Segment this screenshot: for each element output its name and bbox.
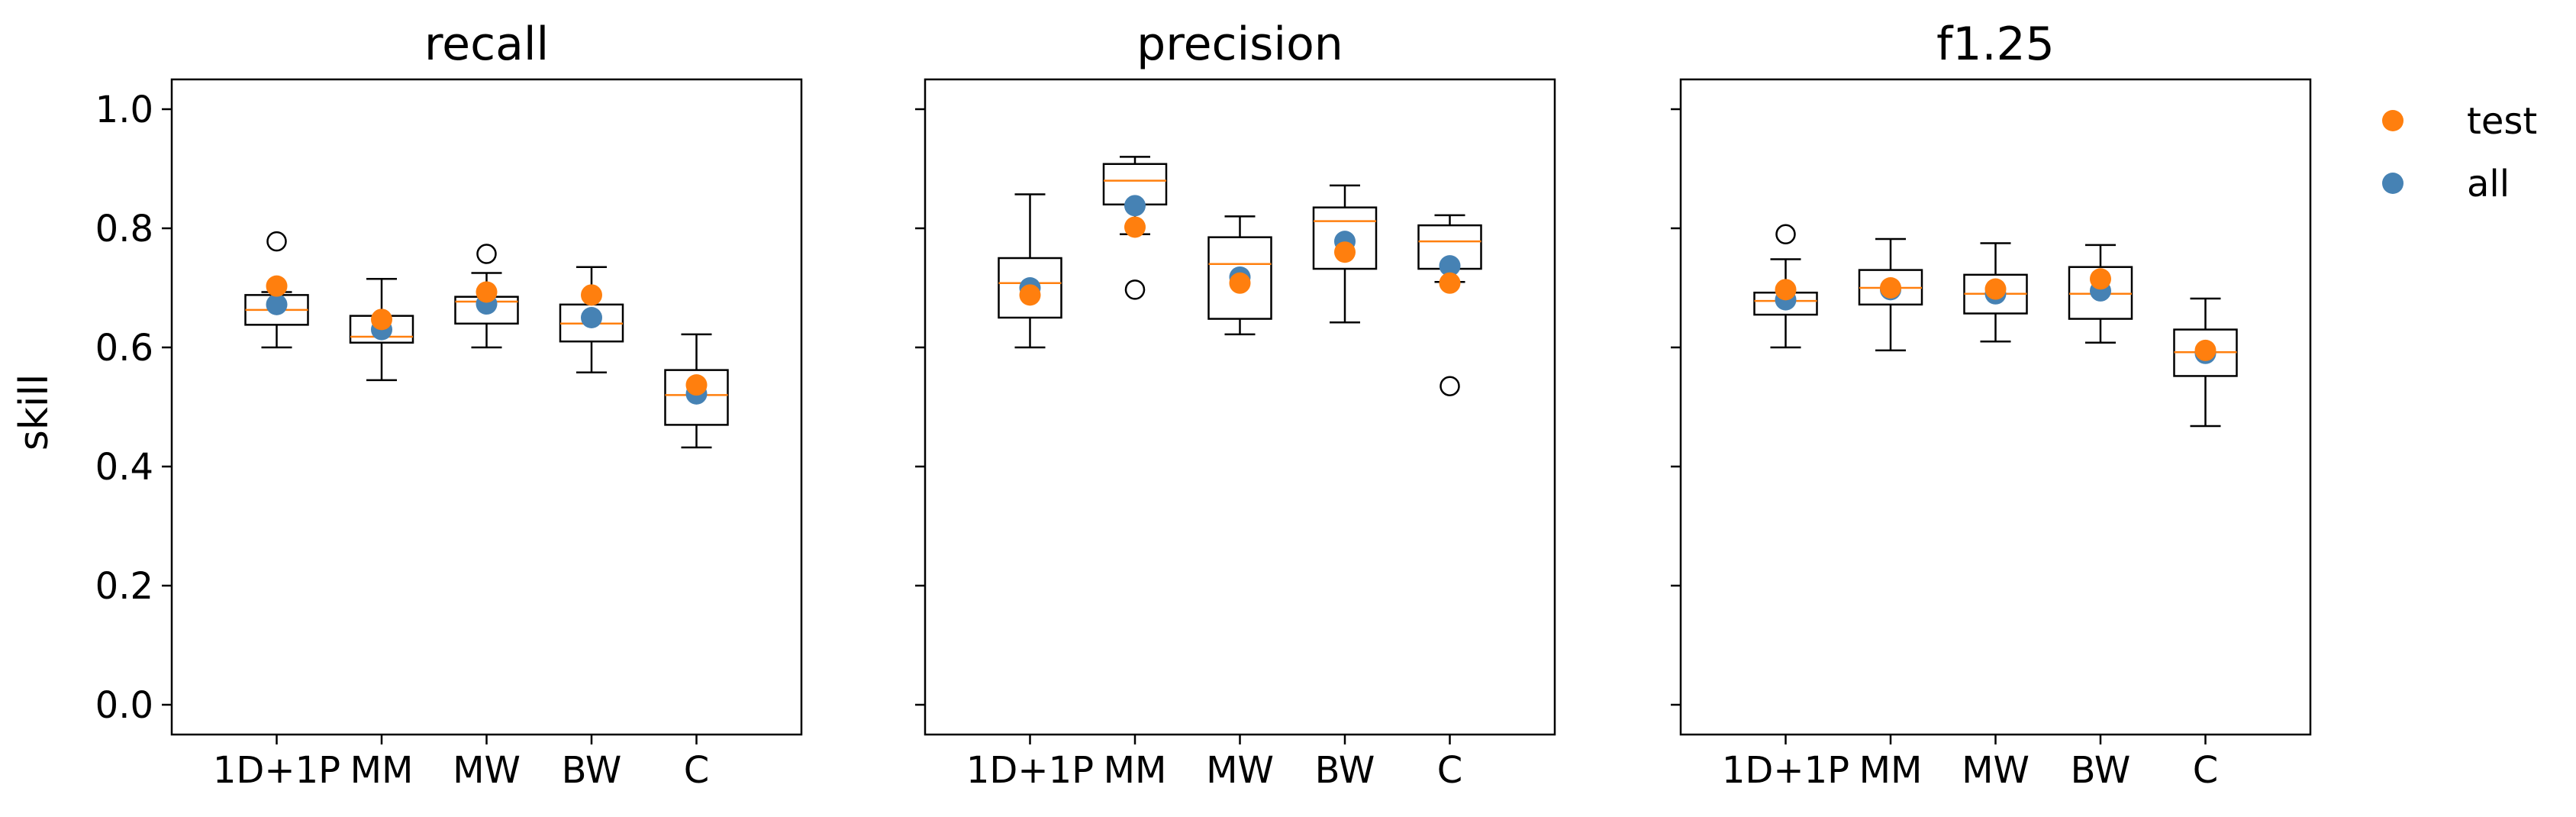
test-point bbox=[1334, 241, 1356, 263]
test-point bbox=[1019, 284, 1041, 306]
x-tick-label: C bbox=[2193, 749, 2219, 792]
legend-label-test: test bbox=[2467, 100, 2537, 143]
x-tick-label: 1D+1P bbox=[213, 749, 340, 792]
flier-point bbox=[1440, 376, 1460, 396]
y-tick-label: 0.4 bbox=[95, 446, 153, 489]
test-point bbox=[1984, 278, 2007, 300]
panel-frame bbox=[1679, 78, 2312, 736]
x-tick-label: MM bbox=[1859, 749, 1923, 792]
test-point bbox=[2194, 339, 2217, 361]
test-point bbox=[1775, 279, 1797, 301]
y-axis-label: skill bbox=[11, 374, 57, 451]
panel-frame bbox=[170, 78, 803, 736]
x-tick-label: C bbox=[684, 749, 710, 792]
x-tick-label: 1D+1P bbox=[966, 749, 1094, 792]
y-tick-label: 0.6 bbox=[95, 327, 153, 370]
panel-title: precision bbox=[1136, 18, 1343, 71]
x-tick-label: MM bbox=[1104, 749, 1167, 792]
flier-point bbox=[476, 244, 497, 264]
test-point bbox=[2090, 268, 2111, 290]
x-tick-label: BW bbox=[562, 749, 622, 792]
legend-marker-test bbox=[2382, 110, 2404, 131]
box bbox=[1312, 206, 1378, 270]
x-tick-label: BW bbox=[1315, 749, 1375, 792]
y-tick-label: 0.0 bbox=[95, 684, 153, 727]
legend-marker-all bbox=[2382, 173, 2404, 194]
box bbox=[1207, 236, 1272, 320]
test-point bbox=[476, 281, 498, 303]
test-point bbox=[685, 374, 708, 396]
test-point bbox=[1229, 272, 1251, 294]
y-tick-label: 0.2 bbox=[95, 565, 153, 608]
x-tick-label: MM bbox=[350, 749, 414, 792]
x-tick-label: BW bbox=[2071, 749, 2131, 792]
flier-point bbox=[1124, 279, 1146, 300]
all-point bbox=[581, 307, 602, 328]
x-tick-label: MW bbox=[1206, 749, 1274, 792]
x-tick-label: MW bbox=[453, 749, 521, 792]
box bbox=[998, 257, 1062, 319]
flier-point bbox=[1775, 224, 1796, 245]
all-point bbox=[1124, 195, 1146, 217]
test-point bbox=[1880, 277, 1901, 299]
flier-point bbox=[266, 231, 287, 252]
panel-title: recall bbox=[424, 18, 549, 71]
y-tick-label: 0.8 bbox=[95, 208, 153, 250]
y-tick-label: 1.0 bbox=[95, 89, 153, 131]
x-tick-label: C bbox=[1437, 749, 1463, 792]
test-point bbox=[1439, 272, 1461, 294]
x-tick-label: MW bbox=[1962, 749, 2030, 792]
test-point bbox=[581, 284, 602, 306]
all-point bbox=[266, 293, 288, 315]
legend-label-all: all bbox=[2467, 163, 2510, 205]
x-tick-label: 1D+1P bbox=[1722, 749, 1849, 792]
box bbox=[664, 369, 729, 426]
test-point bbox=[371, 308, 392, 331]
test-point bbox=[266, 275, 288, 297]
all-point bbox=[1439, 255, 1461, 277]
test-point bbox=[1124, 216, 1146, 238]
panel-frame bbox=[924, 78, 1556, 736]
panel-title: f1.25 bbox=[1936, 18, 2055, 71]
